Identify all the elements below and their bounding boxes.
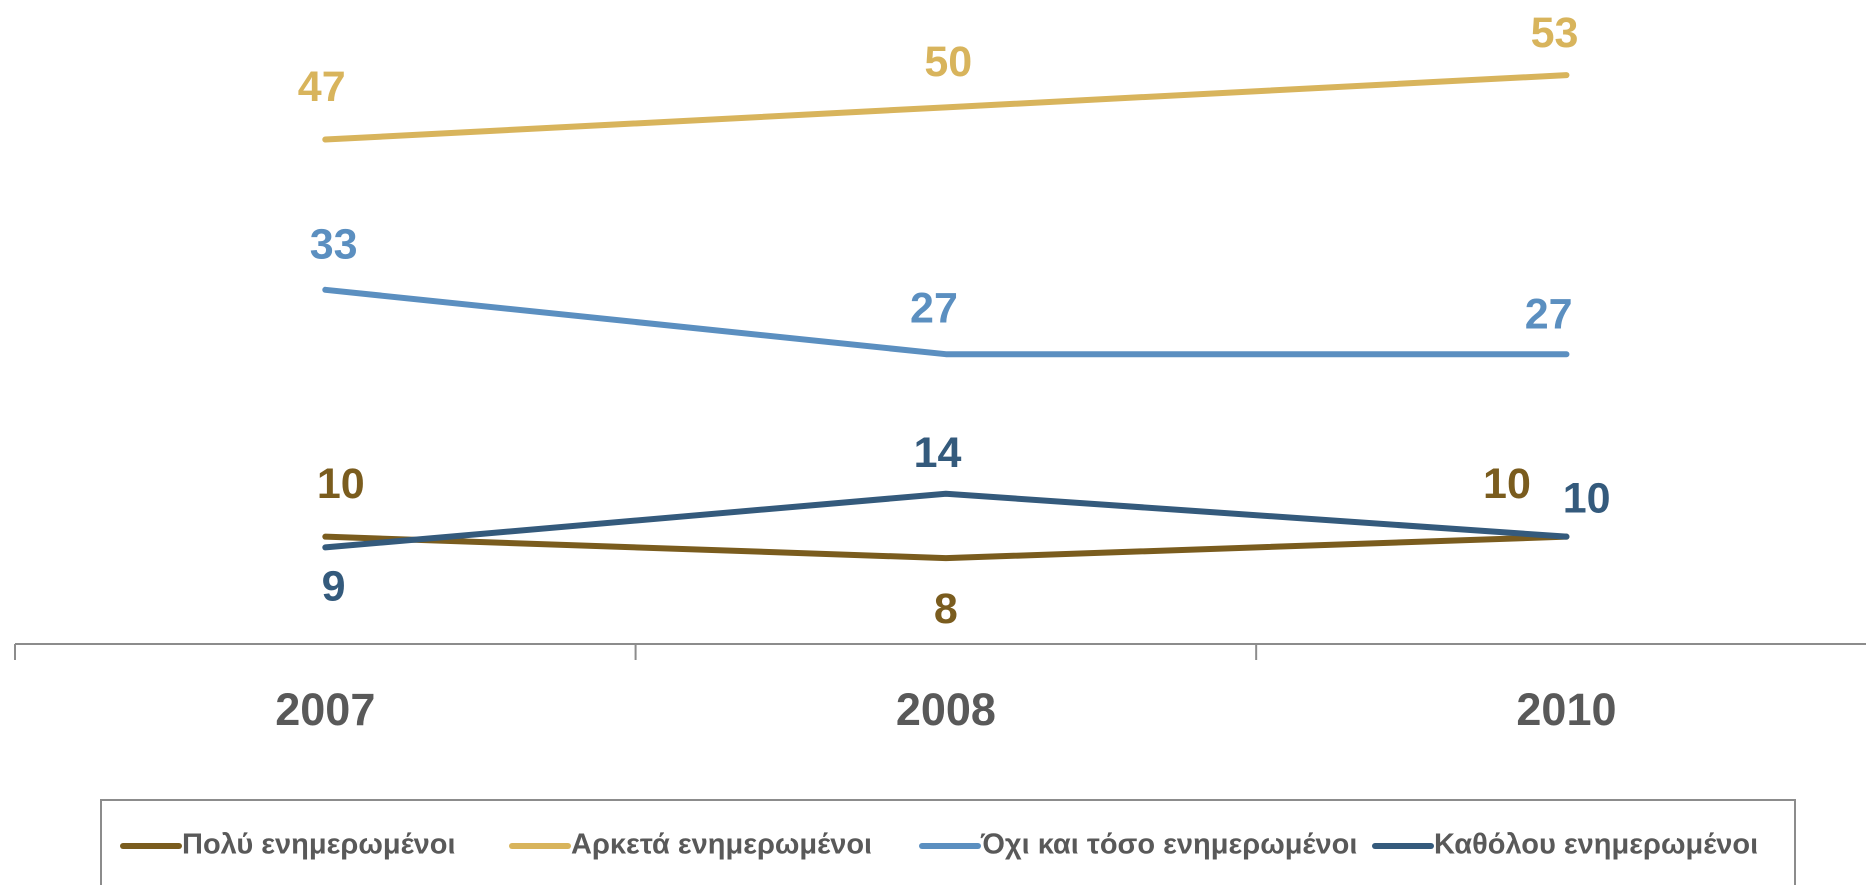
data-label: 53 xyxy=(1531,9,1579,57)
data-label: 27 xyxy=(1525,291,1573,339)
data-label: 10 xyxy=(317,460,365,508)
legend-box xyxy=(100,799,1796,885)
data-label: 10 xyxy=(1483,460,1531,508)
series-line xyxy=(322,490,1570,551)
series-line xyxy=(322,533,1570,562)
data-label: 8 xyxy=(934,585,958,633)
legend-label: Καθόλου ενημερωμένοι xyxy=(1434,829,1758,861)
legend-label: Πολύ ενημερωμένοι xyxy=(182,829,456,861)
data-label: 47 xyxy=(298,63,346,111)
legend-label: Αρκετά ενημερωμένοι xyxy=(571,829,872,861)
data-label: 14 xyxy=(914,429,962,477)
data-label: 10 xyxy=(1563,474,1611,522)
legend-label: Όχι και τόσο ενημερωμένοι xyxy=(980,829,1357,861)
x-tick-label: 2010 xyxy=(1516,684,1616,735)
x-tick-label: 2008 xyxy=(896,684,996,735)
series-line xyxy=(322,286,1570,358)
data-label: 27 xyxy=(910,285,958,333)
data-label: 33 xyxy=(310,220,358,268)
series-line xyxy=(322,72,1570,143)
x-tick-label: 2007 xyxy=(275,684,375,735)
data-label: 9 xyxy=(322,562,346,610)
data-label: 50 xyxy=(924,38,972,86)
